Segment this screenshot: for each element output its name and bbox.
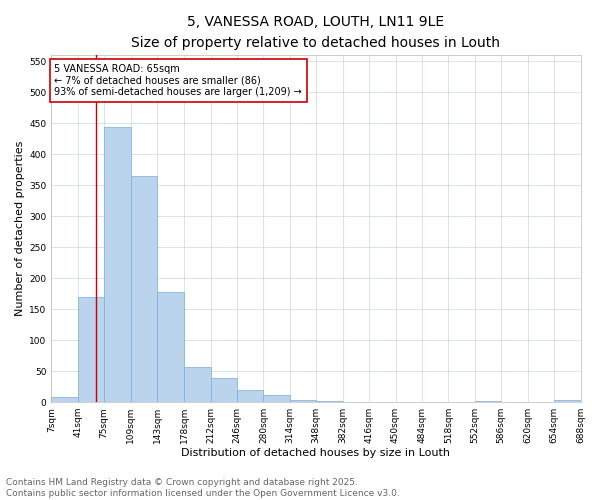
Title: 5, VANESSA ROAD, LOUTH, LN11 9LE
Size of property relative to detached houses in: 5, VANESSA ROAD, LOUTH, LN11 9LE Size of… (131, 15, 500, 50)
Bar (184, 368, 211, 402)
Bar (157, 292, 184, 402)
Bar (211, 378, 237, 402)
Bar (78, 296, 104, 402)
Bar (131, 176, 157, 402)
Bar (237, 390, 263, 402)
Bar (51, 397, 78, 402)
Bar (554, 400, 581, 402)
Text: 5 VANESSA ROAD: 65sqm
← 7% of detached houses are smaller (86)
93% of semi-detac: 5 VANESSA ROAD: 65sqm ← 7% of detached h… (55, 64, 302, 98)
Bar (104, 128, 131, 402)
Bar (290, 400, 316, 402)
X-axis label: Distribution of detached houses by size in Louth: Distribution of detached houses by size … (181, 448, 451, 458)
Bar (263, 396, 290, 402)
Y-axis label: Number of detached properties: Number of detached properties (15, 141, 25, 316)
Text: Contains HM Land Registry data © Crown copyright and database right 2025.
Contai: Contains HM Land Registry data © Crown c… (6, 478, 400, 498)
